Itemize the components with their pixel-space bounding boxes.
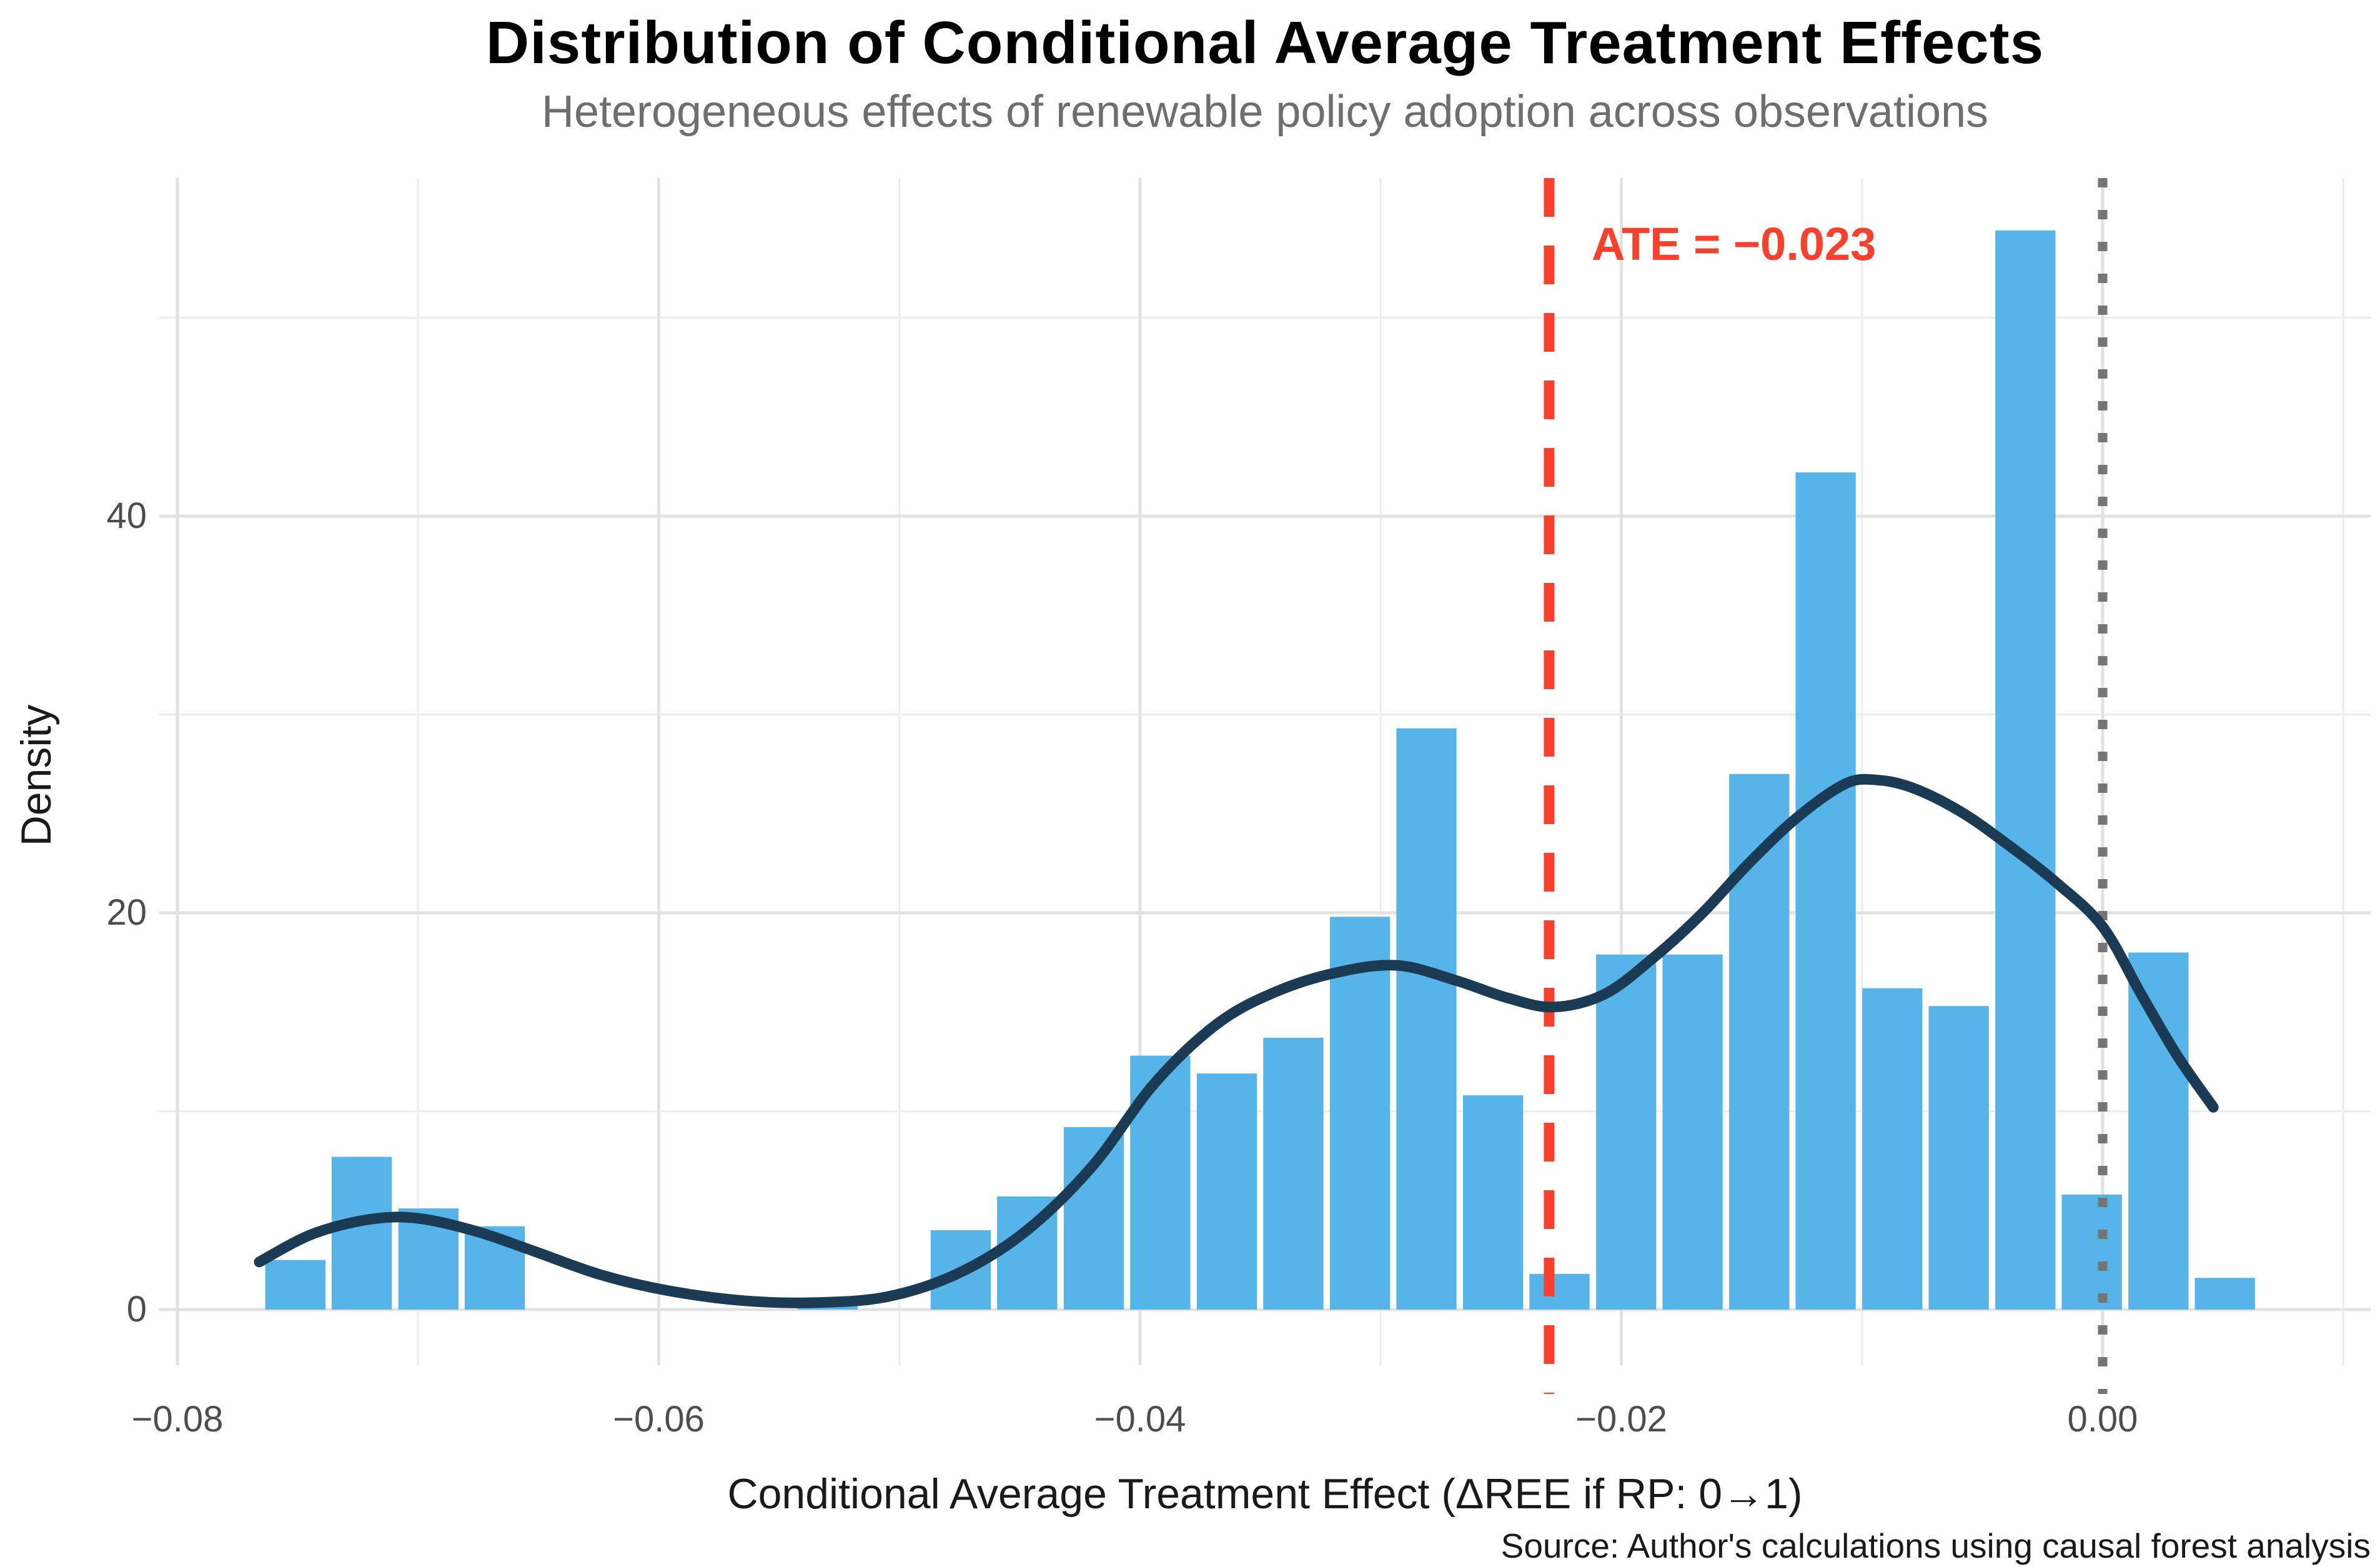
histogram-bar [1063,1127,1124,1310]
chart-subtitle: Heterogeneous effects of renewable polic… [541,87,1989,137]
histogram-bar [2128,952,2189,1310]
histogram-bar [1396,728,1457,1310]
histogram-bar [1596,954,1657,1310]
x-tick-label: −0.08 [131,1399,224,1440]
histogram-bar [1662,954,1723,1310]
histogram-bar [1862,988,1923,1310]
density-curve-layer [254,774,2219,1308]
histogram-bars [265,230,2255,1310]
histogram-bar [1263,1038,1324,1310]
x-tick-label: −0.06 [613,1399,705,1440]
y-tick-label: 40 [106,495,147,536]
chart-caption: Source: Author's calculations using caus… [1500,1526,2371,1565]
histogram-bar [1928,1006,1989,1310]
reference-lines [1544,178,2108,1394]
histogram-bar [265,1260,325,1310]
histogram-bar [331,1157,392,1310]
histogram-bar [1529,1273,1590,1310]
histogram-bar [1463,1095,1524,1310]
histogram-bar [1729,774,1790,1310]
x-tick-label: −0.04 [1094,1399,1186,1440]
histogram-bar [2194,1278,2255,1310]
histogram-bar [1329,917,1391,1310]
x-axis-title: Conditional Average Treatment Effect (ΔR… [727,1470,1803,1518]
y-tick-label: 20 [106,892,147,933]
histogram-bar [1196,1073,1257,1310]
histogram-bar [1130,1055,1191,1310]
x-tick-label: 0.00 [2067,1399,2138,1440]
chart-title: Distribution of Conditional Average Trea… [485,9,2045,76]
y-tick-label: 0 [126,1289,147,1330]
histogram-bar [2061,1194,2122,1310]
ate-annotation: ATE = −0.023 [1592,218,1877,270]
histogram-bar [1995,230,2056,1310]
x-tick-label: −0.02 [1575,1399,1667,1440]
density-curve [254,774,2219,1308]
histogram-bar [1795,472,1856,1310]
